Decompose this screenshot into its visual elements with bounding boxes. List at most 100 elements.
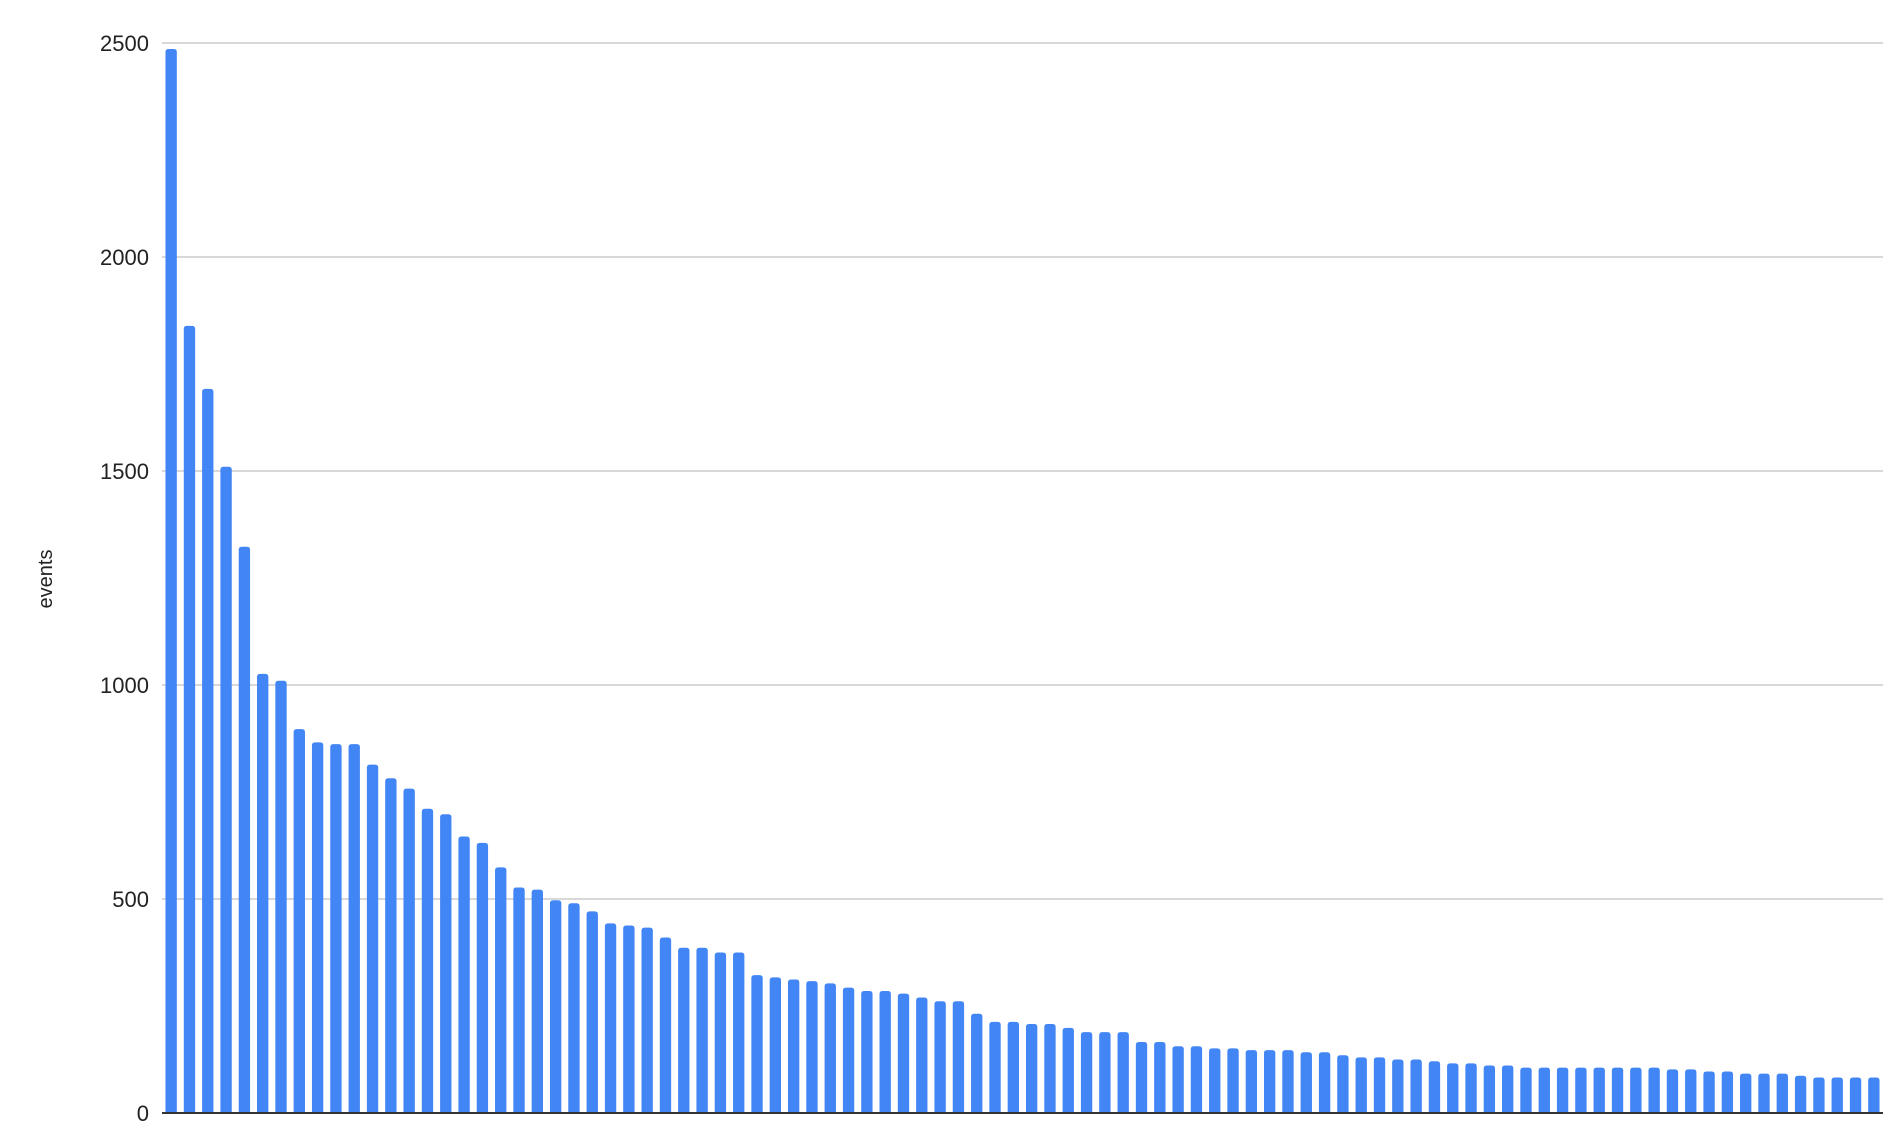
bar [952, 1001, 965, 1113]
bar [568, 903, 580, 1113]
bar [641, 927, 653, 1113]
bar [1300, 1052, 1312, 1113]
bars [165, 48, 1880, 1114]
bar [733, 952, 745, 1113]
bar [495, 867, 507, 1113]
bar [275, 680, 287, 1113]
bar [1025, 1023, 1038, 1113]
bar [1776, 1073, 1788, 1113]
bar [1501, 1065, 1514, 1113]
bar [678, 947, 690, 1113]
bar [714, 952, 727, 1113]
bar [1117, 1032, 1129, 1113]
bar [1190, 1046, 1203, 1113]
y-tick-label: 500 [112, 887, 149, 912]
bar [366, 764, 379, 1113]
bar [1648, 1067, 1660, 1113]
bar [842, 987, 855, 1113]
bar [604, 923, 617, 1113]
bar [971, 1013, 983, 1113]
bar [1447, 1063, 1459, 1113]
bar [1355, 1057, 1367, 1113]
bar [1666, 1069, 1679, 1113]
y-tick-label: 1500 [100, 459, 149, 484]
bar [806, 981, 818, 1113]
bar [1282, 1050, 1294, 1113]
bar [1813, 1077, 1825, 1113]
bar [916, 997, 928, 1113]
bar [238, 546, 251, 1113]
bar [183, 325, 196, 1114]
bar [1593, 1067, 1605, 1113]
bar [165, 48, 177, 1114]
bar [824, 983, 836, 1113]
bar [1410, 1059, 1422, 1113]
y-axis-label: events [35, 550, 57, 609]
bar [623, 925, 635, 1113]
bar [1556, 1067, 1569, 1113]
bar [1611, 1067, 1624, 1113]
bar [1318, 1052, 1331, 1113]
bar [385, 778, 397, 1113]
bar [1630, 1067, 1642, 1113]
gridlines [162, 42, 1883, 900]
y-axis-ticks: 0 500 1000 1500 2000 2500 [100, 31, 149, 1126]
bar [1465, 1063, 1477, 1113]
bar [1172, 1046, 1184, 1113]
bar [989, 1021, 1001, 1113]
bar [1849, 1077, 1862, 1113]
y-tick-label: 2000 [100, 245, 149, 270]
bar [1575, 1067, 1587, 1113]
bar [1209, 1048, 1221, 1113]
bar [1758, 1073, 1770, 1113]
bar [403, 788, 415, 1113]
bar [348, 744, 360, 1113]
bar [293, 729, 305, 1113]
bar [1245, 1050, 1258, 1113]
bar [751, 975, 763, 1113]
bar [257, 673, 269, 1113]
bar [696, 947, 708, 1113]
bar [659, 937, 672, 1113]
bar [1538, 1067, 1550, 1113]
bar [1868, 1077, 1880, 1113]
bar [1154, 1041, 1166, 1113]
bar [1703, 1071, 1715, 1113]
bar [1740, 1073, 1752, 1113]
bar [1263, 1050, 1276, 1113]
bar [1520, 1067, 1532, 1113]
bar [586, 911, 598, 1113]
bar [1685, 1069, 1697, 1113]
bar [1080, 1032, 1093, 1113]
bar [1135, 1041, 1148, 1113]
bar [220, 466, 232, 1114]
bar [421, 808, 434, 1113]
bar [1428, 1061, 1441, 1113]
bar [861, 991, 873, 1113]
bar [769, 977, 782, 1113]
bar [1044, 1023, 1056, 1113]
bar [1099, 1032, 1111, 1113]
bar [1337, 1055, 1349, 1113]
y-tick-label: 0 [137, 1101, 149, 1126]
bar [787, 979, 800, 1113]
bar [476, 842, 489, 1113]
bar [330, 744, 342, 1113]
bar [531, 889, 544, 1113]
bar [440, 814, 452, 1113]
bar [879, 991, 891, 1113]
bar [1794, 1075, 1807, 1113]
bar [458, 836, 470, 1113]
y-tick-label: 1000 [100, 673, 149, 698]
bar [202, 388, 214, 1114]
bar [1227, 1048, 1239, 1113]
bar [1831, 1077, 1843, 1113]
bar [1373, 1057, 1386, 1113]
bar [1062, 1027, 1074, 1113]
bar [897, 993, 910, 1113]
bar [1721, 1071, 1734, 1113]
bar [513, 887, 525, 1113]
bar [549, 900, 562, 1113]
bar [1483, 1065, 1496, 1113]
